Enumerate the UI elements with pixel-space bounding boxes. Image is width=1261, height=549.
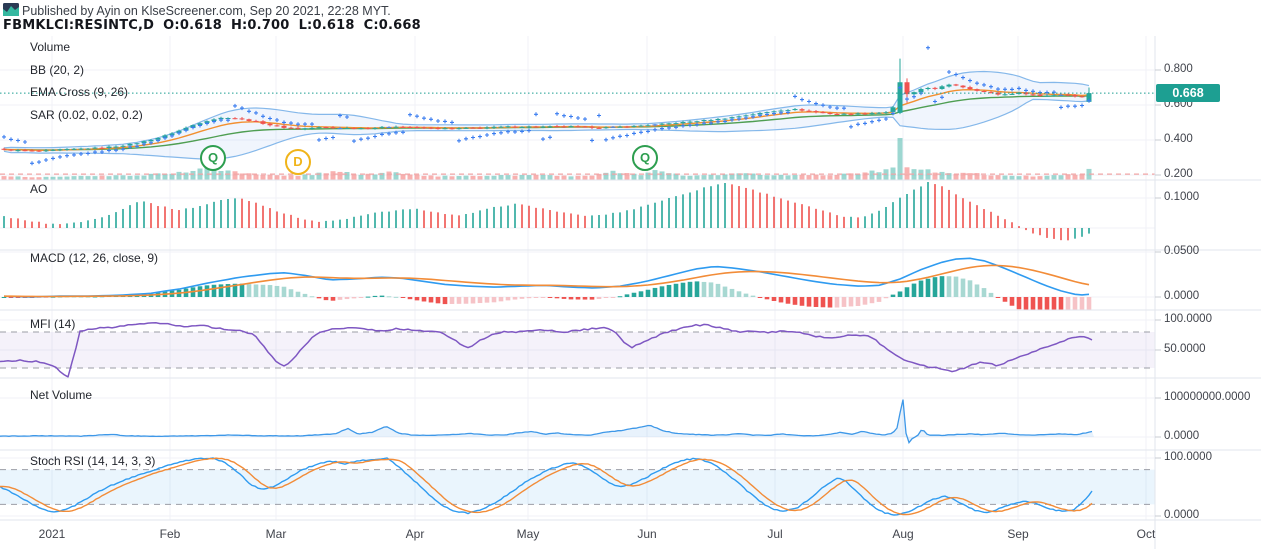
legend-macd[interactable]: MACD (12, 26, close, 9) <box>30 251 159 265</box>
legend-bollinger[interactable]: BB (20, 2) <box>30 63 85 77</box>
axis-tick-label: 0.0500 <box>1164 245 1200 257</box>
legend-ao[interactable]: AO <box>30 182 48 196</box>
event-marker-d-icon[interactable]: D <box>285 149 311 175</box>
axis-tick-label: 0.400 <box>1164 133 1193 145</box>
time-axis-label: Jul <box>767 527 783 541</box>
high-value: H:0.700 <box>230 18 290 33</box>
legend-volume[interactable]: Volume <box>30 40 71 54</box>
event-marker-q-icon[interactable]: Q <box>200 145 226 171</box>
open-value: O:0.618 <box>163 18 222 33</box>
legend-net-volume[interactable]: Net Volume <box>30 388 93 402</box>
mfi-panel[interactable] <box>0 322 1155 378</box>
axis-tick-label: 100000000.0000 <box>1164 391 1251 403</box>
time-axis-label: 2021 <box>38 527 66 541</box>
axis-tick-label: 0.200 <box>1164 168 1193 180</box>
axis-tick-label: 100.0000 <box>1164 313 1212 325</box>
klsescreener-logo-icon <box>3 3 19 16</box>
sar-dots <box>2 45 1091 166</box>
axis-tick-label: 50.0000 <box>1164 343 1206 355</box>
axis-tick-label: 0.800 <box>1164 63 1193 75</box>
symbol-ohlc-line: FBMKLCI:RESINTC,D O:0.618 H:0.700 L:0.618 C:… <box>3 18 430 33</box>
last-price-badge: 0.668 <box>1156 84 1220 102</box>
axis-tick-label: 0.1000 <box>1164 191 1200 203</box>
symbol-label[interactable]: FBMKLCI:RESINTC,D <box>3 18 155 33</box>
time-axis-label: Aug <box>892 527 914 541</box>
time-axis-label: Apr <box>405 527 425 541</box>
macd-panel[interactable] <box>1 257 1092 320</box>
price-panel[interactable] <box>0 45 1155 180</box>
axis-tick-label: 0.0000 <box>1164 290 1200 302</box>
time-axis-label: Jun <box>637 527 657 541</box>
time-axis-label: Mar <box>265 527 287 541</box>
grid-lines <box>0 36 1155 520</box>
axis-tick-label: 0.0000 <box>1164 430 1200 442</box>
time-axis-label: Oct <box>1136 527 1156 541</box>
time-axis-label: Sep <box>1007 527 1029 541</box>
legend-sar[interactable]: SAR (0.02, 0.02, 0.2) <box>30 108 143 122</box>
stoch-rsi-panel[interactable] <box>0 457 1155 516</box>
close-value: C:0.668 <box>363 18 421 33</box>
axis-tick-label: 0.0000 <box>1164 509 1200 521</box>
event-marker-q-icon[interactable]: Q <box>632 145 658 171</box>
time-axis-label: Feb <box>159 527 181 541</box>
published-byline: Published by Ayin on KlseScreener.com, S… <box>22 4 391 18</box>
axis-tick-label: 100.0000 <box>1164 451 1212 463</box>
legend-mfi[interactable]: MFI (14) <box>30 317 76 331</box>
net-volume-panel[interactable] <box>0 399 1094 444</box>
legend-ema-cross[interactable]: EMA Cross (9, 26) <box>30 85 129 99</box>
ao-panel[interactable] <box>3 182 1090 241</box>
low-value: L:0.618 <box>298 18 355 33</box>
legend-stoch-rsi[interactable]: Stoch RSI (14, 14, 3, 3) <box>30 454 156 468</box>
time-axis-label: May <box>516 527 540 541</box>
